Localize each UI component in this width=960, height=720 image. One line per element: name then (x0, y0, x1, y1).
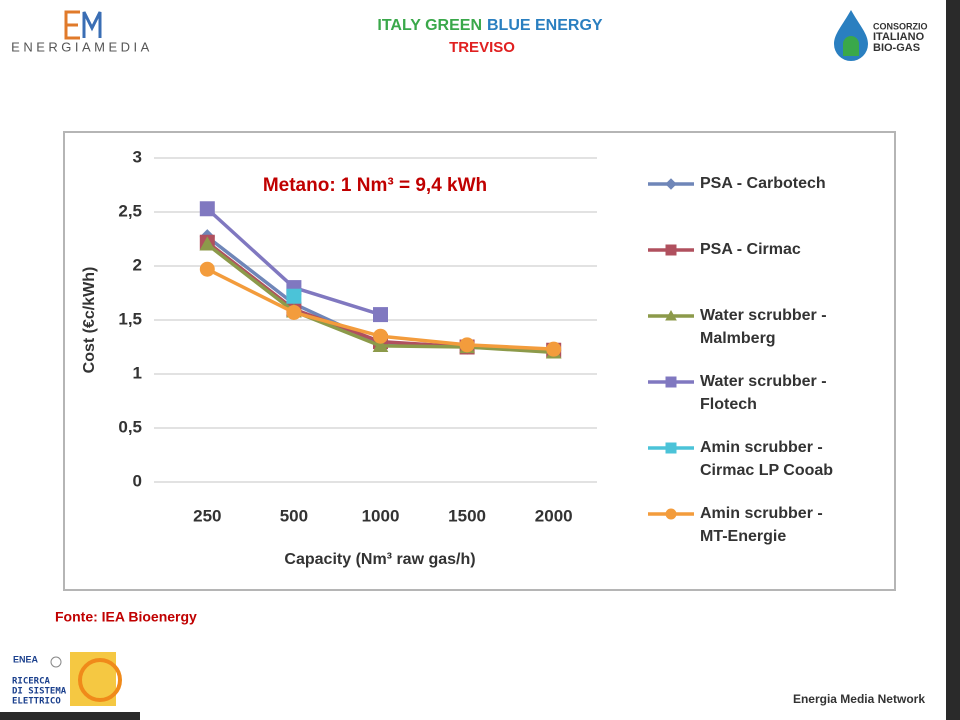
subtitle: TREVISO (449, 39, 515, 56)
marker (199, 201, 215, 217)
logo-right-line: CONSORZIO (873, 21, 928, 31)
y-tick-label: 1,5 (118, 309, 142, 328)
footer-logos (0, 652, 140, 720)
enea-logo: ENEA (13, 654, 39, 664)
marker (665, 376, 677, 388)
legend-item: Water scrubber - Malmberg (648, 304, 848, 370)
y-tick-label: 0 (133, 471, 142, 490)
marker (286, 288, 302, 304)
em-logo-mark (64, 10, 102, 40)
marker (199, 236, 216, 251)
legend-label: Water scrubber - Flotech (700, 373, 827, 413)
x-axis-title: Capacity (Nm³ raw gas/h) (284, 551, 475, 568)
ricerca-line: DI SISTEMA (12, 687, 67, 697)
legend: PSA - Carbotech PSA - Cirmac Water scrubbe… (648, 172, 848, 568)
marker (665, 508, 677, 520)
legend-swatch (648, 178, 694, 190)
marker (373, 328, 388, 344)
legend-label: PSA - Carbotech (700, 175, 826, 192)
y-tick-label: 2 (133, 255, 142, 274)
legend-label: Amin scrubber - Cirmac LP Cooab (700, 439, 834, 479)
y-tick-label: 3 (133, 147, 142, 166)
x-tick-label: 250 (193, 506, 221, 525)
legend-item: Amin scrubber - Cirmac LP Cooab (648, 436, 848, 502)
x-tick-label: 1000 (362, 506, 400, 525)
legend-item: PSA - Cirmac (648, 238, 848, 304)
legend-label: PSA - Cirmac (700, 241, 801, 258)
marker (199, 261, 215, 277)
marker (459, 337, 475, 353)
legend-label: Water scrubber - Malmberg (700, 307, 827, 347)
legend-swatch (648, 309, 694, 321)
logo-right-line: ITALIANO (873, 31, 925, 43)
y-tick-label: 2,5 (118, 201, 142, 220)
marker (665, 178, 677, 190)
title-blue: BLUE ENERGY (487, 17, 603, 34)
marker (665, 442, 677, 454)
legend-swatch (648, 376, 694, 388)
network-label: Energia Media Network (793, 692, 925, 706)
x-tick-label: 1500 (448, 506, 486, 525)
ricerca-line: RICERCA (12, 677, 51, 687)
legend-swatch (648, 442, 694, 454)
x-tick-label: 500 (280, 506, 308, 525)
marker (372, 337, 389, 353)
ricerca-line: ELETTRICO (12, 697, 61, 707)
legend-item: PSA - Carbotech (648, 172, 848, 238)
marker (373, 307, 388, 323)
biogas-logo (834, 10, 868, 61)
y-axis-title: Cost (€c/kWh) (81, 267, 98, 374)
annotation: Metano: 1 Nm³ = 9,4 kWh (263, 175, 487, 196)
legend-label: Amin scrubber - MT-Energie (700, 505, 823, 545)
x-tick-label: 2000 (535, 506, 573, 525)
marker (546, 341, 562, 357)
y-tick-label: 1 (133, 363, 142, 382)
y-tick-label: 0,5 (118, 417, 142, 436)
marker (665, 244, 677, 256)
source: Fonte: IEA Bioenergy (55, 609, 197, 625)
legend-item: Water scrubber - Flotech (648, 370, 848, 436)
legend-swatch (648, 244, 694, 256)
legend-swatch (648, 508, 694, 520)
title-green: ITALY GREEN (377, 17, 482, 34)
marker (665, 309, 677, 321)
marker (286, 304, 302, 320)
legend-item: Amin scrubber - MT-Energie (648, 502, 848, 568)
logo-text: ENERGIAMEDIA (11, 39, 153, 54)
slide-edge (946, 0, 960, 720)
logo-right-line: BIO-GAS (873, 42, 920, 54)
